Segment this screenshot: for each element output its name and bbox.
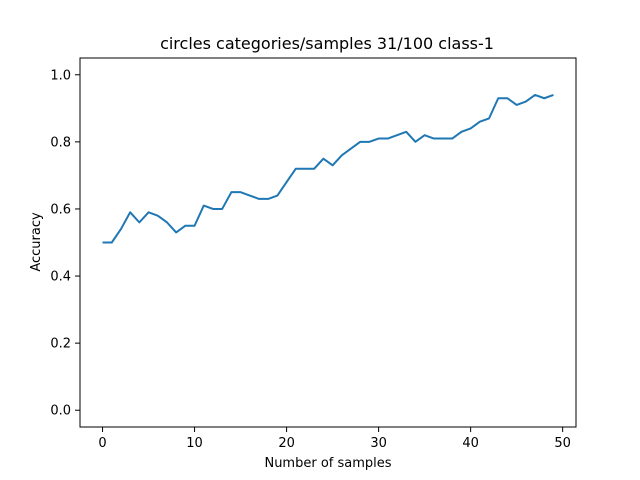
x-tick-label: 30 [370, 436, 387, 451]
y-tick-label: 0.0 [50, 404, 71, 419]
y-tick-label: 1.0 [50, 68, 71, 83]
series-line [102, 93, 554, 244]
x-tick-label: 0 [98, 436, 106, 451]
x-tick-label: 40 [462, 436, 479, 451]
y-axis-label: Accuracy [29, 212, 44, 272]
y-tick-label: 0.4 [50, 270, 71, 285]
x-axis: 0 10 20 30 40 50 [98, 427, 571, 451]
y-tick-label: 0.6 [50, 202, 71, 217]
x-axis-label: Number of samples [264, 456, 391, 471]
y-tick-label: 0.8 [50, 135, 71, 150]
axes-frame [79, 57, 577, 428]
x-tick-label: 10 [186, 436, 203, 451]
chart-title: circles categories/samples 31/100 class-… [160, 34, 494, 53]
y-tick-label: 0.2 [50, 337, 71, 352]
x-tick-label: 20 [278, 436, 295, 451]
x-tick-label: 50 [554, 436, 571, 451]
plot-area [102, 93, 554, 244]
y-axis: 0.0 0.2 0.4 0.6 0.8 1.0 [50, 68, 80, 419]
